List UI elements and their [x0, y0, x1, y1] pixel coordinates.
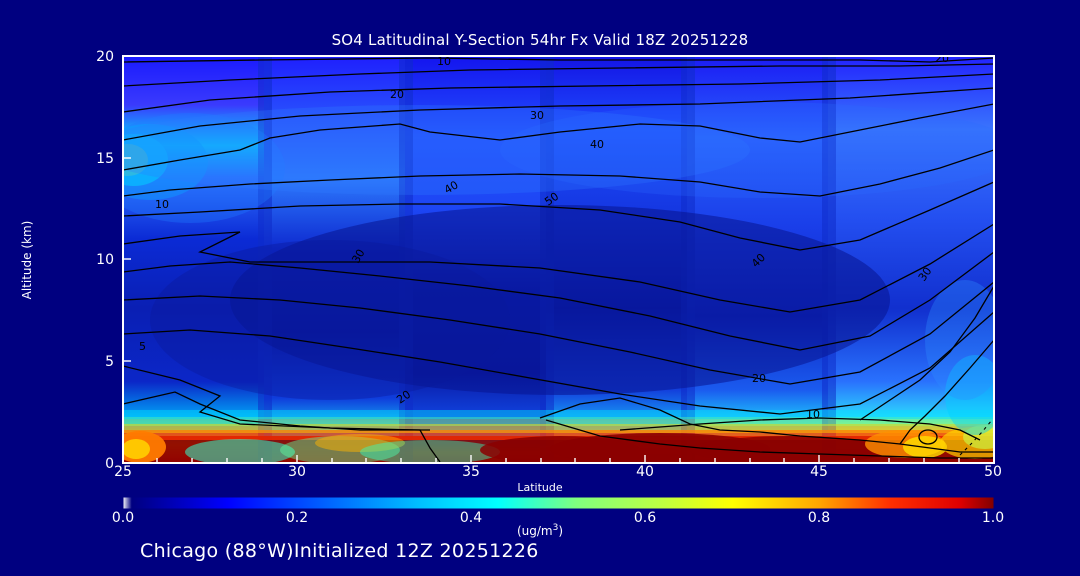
x-tick-label-30: 30	[288, 464, 306, 480]
contour-labels: 10 20 20 30 40 10 40 50 30 40 30 5 20 20…	[139, 52, 949, 421]
y-tick-label-0: 0	[105, 456, 114, 472]
axis-ticks	[122, 55, 995, 464]
svg-text:20: 20	[752, 372, 766, 385]
svg-text:10: 10	[437, 55, 451, 68]
contour-dashed	[959, 419, 993, 456]
svg-text:20: 20	[935, 52, 949, 65]
colorbar-tick-label-5: 1.0	[981, 510, 1005, 526]
svg-text:10: 10	[155, 198, 169, 211]
y-tick-label-10: 10	[96, 252, 114, 268]
svg-text:40: 40	[590, 138, 604, 151]
colorbar-tick-label-0: 0.0	[111, 510, 135, 526]
svg-text:30: 30	[349, 247, 367, 266]
x-tick-label-35: 35	[462, 464, 480, 480]
svg-text:20: 20	[390, 88, 404, 101]
y-axis-label: Altitude (km)	[20, 220, 34, 300]
svg-text:10: 10	[806, 408, 820, 421]
y-tick-label-5: 5	[105, 354, 114, 370]
filled-contour-field: 10 20 20 30 40 10 40 50 30 40 30 5 20 20…	[123, 52, 994, 463]
colorbar-tick-label-1: 0.2	[285, 510, 309, 526]
svg-text:5: 5	[139, 340, 146, 353]
x-axis-label: Latitude	[517, 481, 563, 494]
y-tick-label-20: 20	[96, 49, 114, 65]
colorbar-tick-label-4: 0.8	[807, 510, 831, 526]
colorbar-tick-label-3: 0.6	[633, 510, 657, 526]
figure-caption: Chicago (88°W)Initialized 12Z 20251226	[140, 540, 539, 562]
x-tick-label-50: 50	[984, 464, 1002, 480]
svg-text:40: 40	[442, 178, 461, 196]
y-tick-label-15: 15	[96, 151, 114, 167]
colorbar-frame	[122, 496, 995, 510]
x-tick-label-25: 25	[114, 464, 132, 480]
contour-lines	[123, 57, 994, 463]
colorbar-units-label: (ug/m3)	[516, 523, 564, 538]
colorbar	[123, 497, 994, 509]
colorbar-tick-label-2: 0.4	[459, 510, 483, 526]
x-tick-label-45: 45	[810, 464, 828, 480]
svg-text:30: 30	[530, 109, 544, 122]
x-tick-label-40: 40	[636, 464, 654, 480]
figure-title: SO4 Latitudinal Y-Section 54hr Fx Valid …	[331, 31, 749, 49]
